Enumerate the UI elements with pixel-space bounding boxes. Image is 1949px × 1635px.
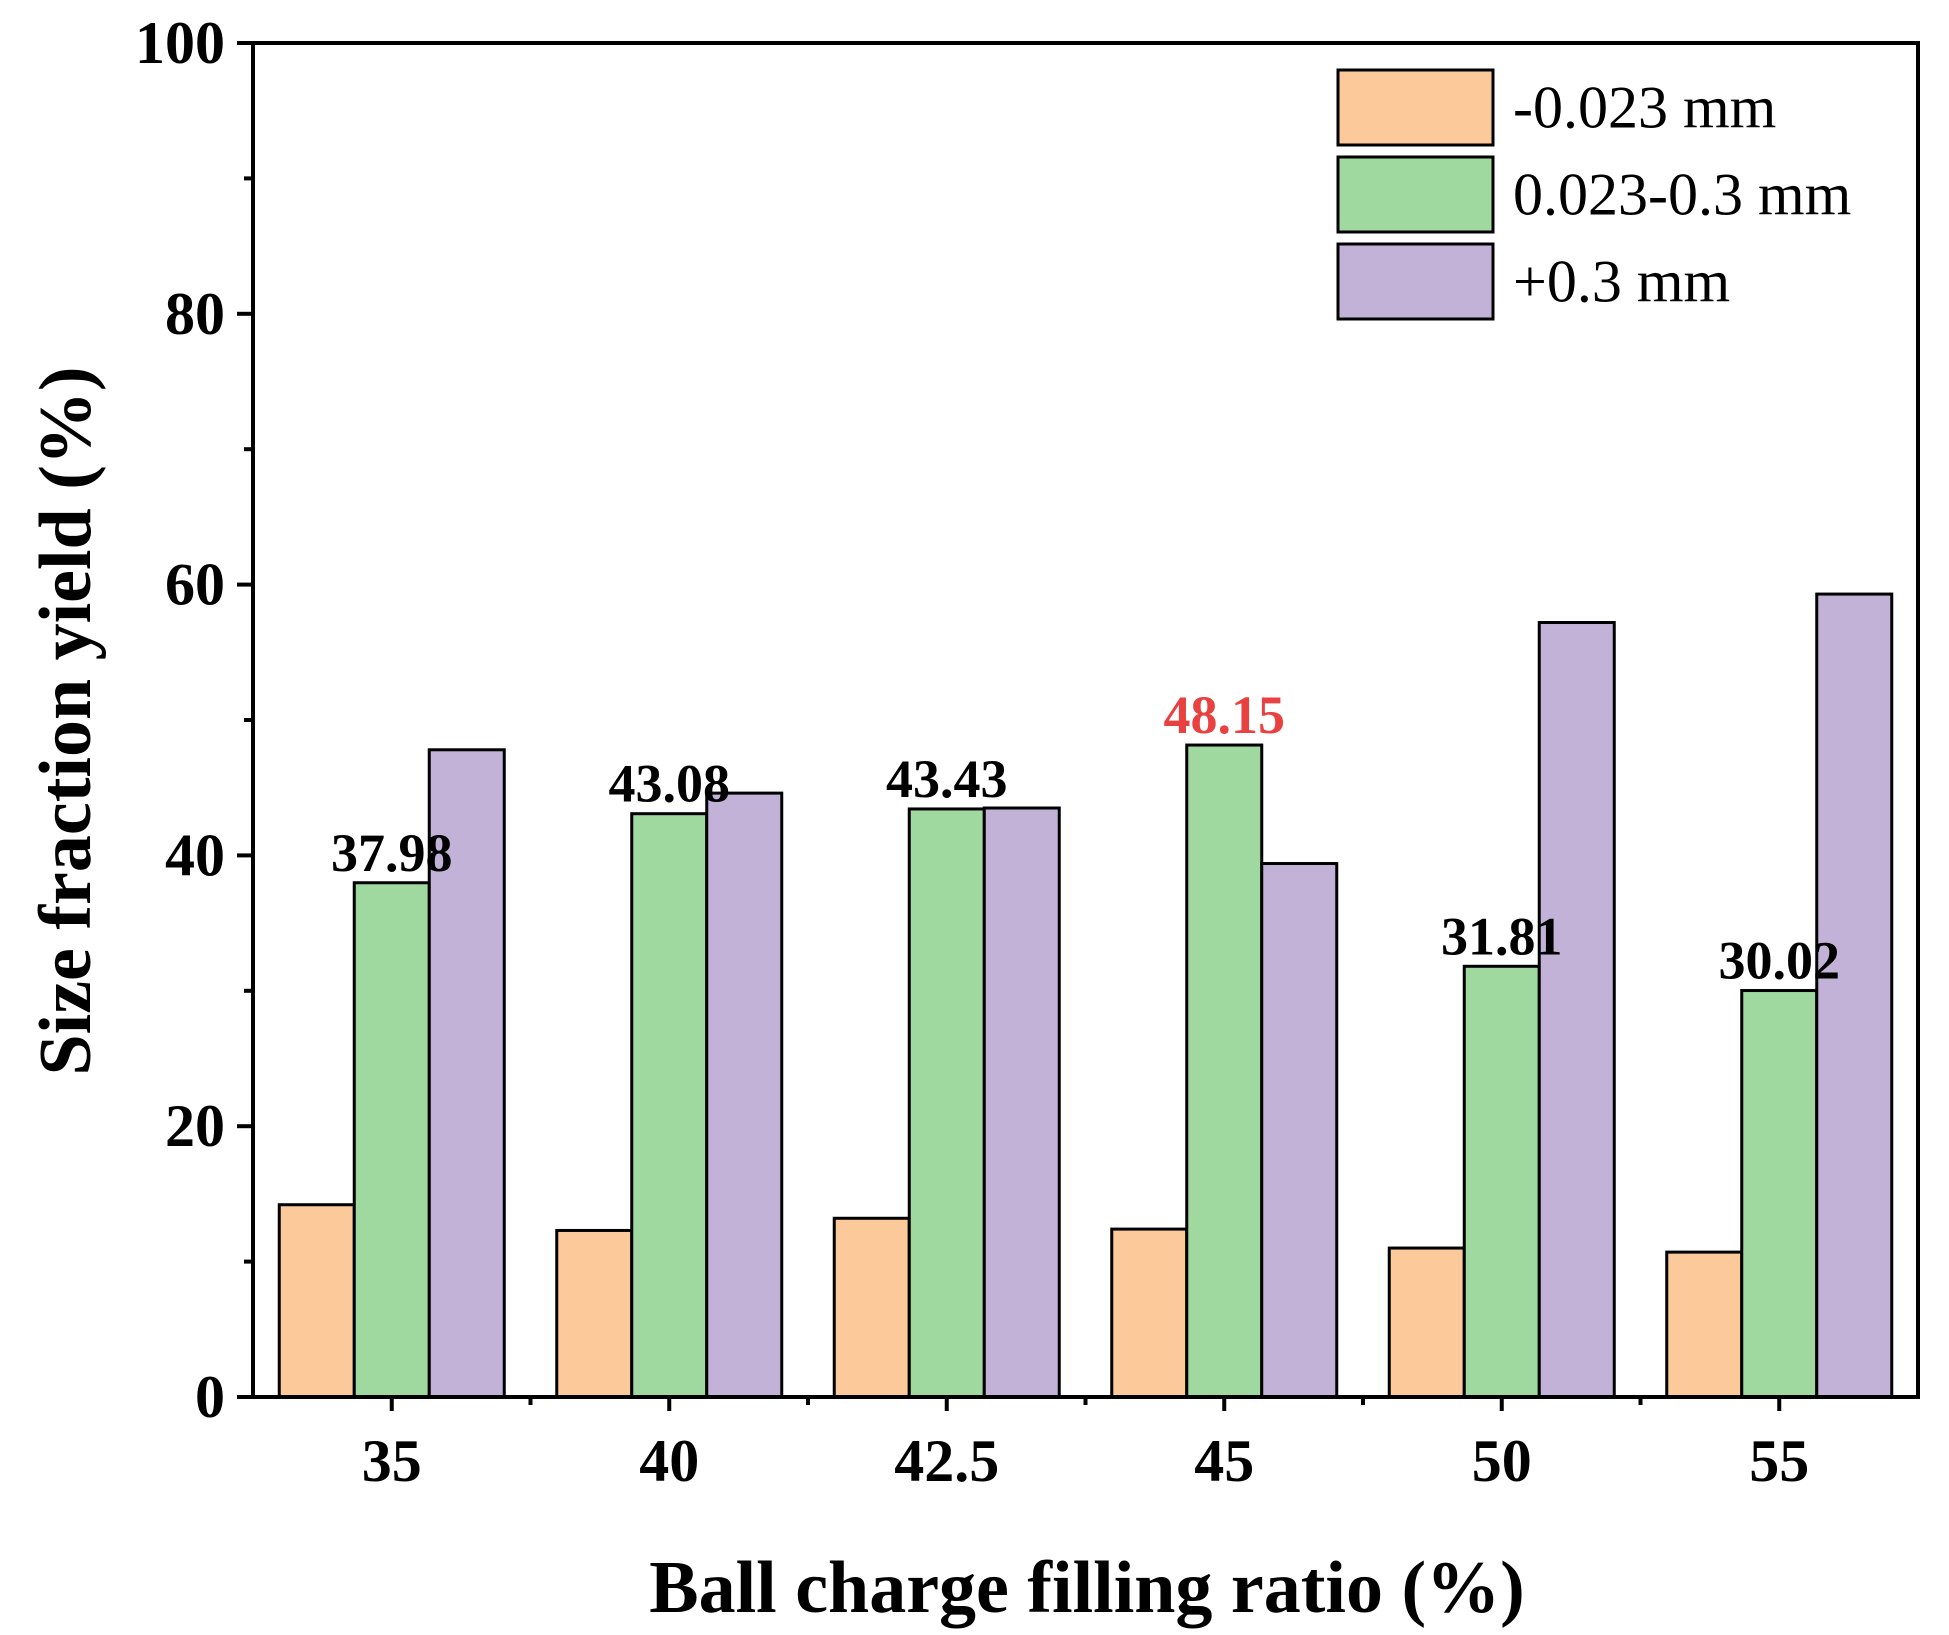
bar-1-42_5 <box>832 1216 911 1399</box>
axes-layer: 0 20 40 60 80 100 35 40 42.5 45 50 55 <box>135 10 1920 1494</box>
value-label-55: 30.02 <box>1719 931 1841 991</box>
x-tick-label-50: 50 <box>1472 1428 1532 1494</box>
bar-2-42_5 <box>907 807 986 1399</box>
bar-3-45 <box>1260 862 1339 1399</box>
bar-1-40 <box>555 1228 634 1399</box>
legend: -0.023 mm 0.023-0.3 mm +0.3 mm <box>1336 68 1851 321</box>
bar-3-42_5 <box>982 806 1061 1399</box>
x-tick-label-40: 40 <box>639 1428 699 1494</box>
bars-layer <box>277 592 1894 1399</box>
bar-1-55 <box>1665 1250 1744 1399</box>
legend-label-1: -0.023 mm <box>1513 75 1776 141</box>
bar-1-50 <box>1387 1246 1466 1399</box>
value-label-35: 37.98 <box>331 823 453 883</box>
x-axis-label: Ball charge filling ratio (%) <box>649 1547 1525 1629</box>
y-tick-label-40: 40 <box>165 822 225 888</box>
legend-swatch-3 <box>1336 242 1495 321</box>
legend-swatch-1 <box>1336 68 1495 147</box>
bar-2-50 <box>1462 964 1541 1399</box>
y-tick-label-0: 0 <box>195 1364 225 1430</box>
annotations-layer: 37.98 43.08 43.43 48.15 31.81 30.02 <box>331 685 1840 990</box>
x-tick-label-55: 55 <box>1749 1428 1809 1494</box>
x-tick-label-35: 35 <box>362 1428 422 1494</box>
bar-2-40 <box>630 812 709 1399</box>
bar-2-55 <box>1740 989 1819 1399</box>
y-tick-label-100: 100 <box>135 10 225 76</box>
legend-label-3: +0.3 mm <box>1513 249 1730 315</box>
value-label-45: 48.15 <box>1164 685 1286 745</box>
y-axis-label: Size fraction yield (%) <box>25 367 107 1076</box>
y-tick-label-60: 60 <box>165 552 225 618</box>
x-tick-label-42_5: 42.5 <box>894 1428 999 1494</box>
bar-3-40 <box>705 791 784 1399</box>
bar-3-50 <box>1537 621 1616 1399</box>
bar-3-35 <box>427 748 506 1399</box>
legend-swatch-2 <box>1336 155 1495 234</box>
y-tick-label-20: 20 <box>165 1093 225 1159</box>
value-label-40: 43.08 <box>609 754 731 814</box>
bar-1-35 <box>277 1203 356 1399</box>
bar-3-55 <box>1815 592 1894 1399</box>
bar-2-35 <box>352 881 431 1399</box>
x-tick-label-45: 45 <box>1194 1428 1254 1494</box>
legend-label-2: 0.023-0.3 mm <box>1513 162 1851 228</box>
bar-2-45 <box>1185 743 1264 1399</box>
value-label-42_5: 43.43 <box>886 749 1008 809</box>
y-tick-label-80: 80 <box>165 281 225 347</box>
value-label-50: 31.81 <box>1441 906 1563 966</box>
bar-1-45 <box>1110 1227 1189 1399</box>
